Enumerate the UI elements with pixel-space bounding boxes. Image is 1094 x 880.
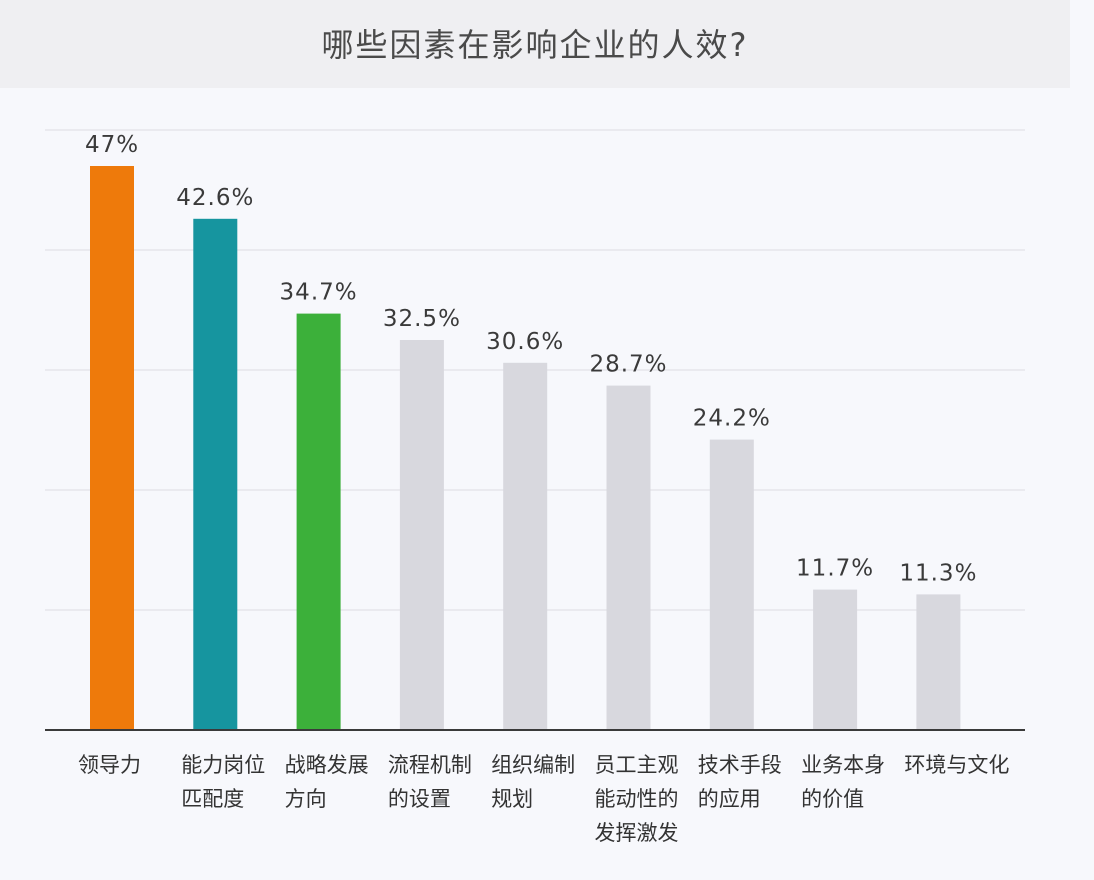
bar — [709, 439, 754, 730]
bar — [503, 362, 548, 730]
category-label: 业务本身 的价值 — [801, 753, 886, 811]
bar — [606, 385, 651, 730]
chart-title: 哪些因素在影响企业的人效? — [321, 26, 749, 64]
category-label: 能力岗位 匹配度 — [181, 753, 266, 811]
bar — [193, 218, 238, 731]
data-label: 24.2% — [693, 406, 771, 432]
data-label: 11.3% — [899, 560, 977, 586]
data-label: 32.5% — [383, 306, 461, 332]
bar — [399, 340, 444, 730]
category-label: 战略发展 方向 — [284, 753, 369, 811]
category-label: 组织编制 规划 — [491, 753, 576, 811]
bar — [916, 594, 961, 730]
bar — [296, 313, 341, 730]
category-label: 技术手段 的应用 — [697, 753, 782, 811]
category-label: 员工主观 能动性的 发挥激发 — [594, 753, 679, 845]
category-label: 环境与文化 — [904, 753, 1010, 777]
category-label: 流程机制 的设置 — [387, 753, 472, 811]
bar — [813, 589, 858, 730]
bar — [90, 166, 134, 730]
data-label: 28.7% — [589, 352, 667, 378]
data-label: 47% — [85, 132, 139, 158]
category-label: 领导力 — [78, 753, 141, 777]
data-label: 42.6% — [176, 185, 254, 211]
data-label: 34.7% — [280, 280, 358, 306]
data-label: 30.6% — [486, 329, 564, 355]
data-label: 11.7% — [796, 556, 874, 582]
title-band — [0, 0, 1070, 88]
